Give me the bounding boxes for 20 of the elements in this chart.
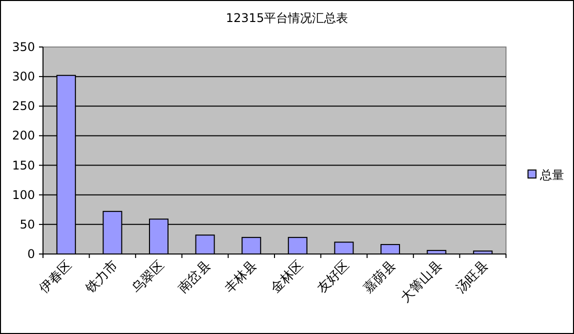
y-tick-label: 200 — [12, 128, 35, 143]
x-tick-label: 友好区 — [314, 258, 353, 296]
x-tick-label: 丰林县 — [222, 258, 260, 296]
y-tick-label: 100 — [12, 188, 35, 202]
y-tick-label: 250 — [12, 99, 35, 114]
x-tick-label: 铁力市 — [82, 258, 122, 298]
x-tick-label: 金林区 — [268, 258, 306, 296]
x-tick-label: 南岔县 — [176, 258, 214, 296]
x-tick-label: 伊春区 — [36, 258, 75, 296]
y-tick-label: 0 — [27, 247, 35, 261]
y-tick-label: 350 — [12, 40, 35, 54]
y-tick-label: 300 — [12, 70, 35, 84]
x-tick-label: 嘉荫县 — [360, 258, 400, 296]
y-tick-label: 150 — [12, 158, 35, 172]
legend-label: 总量 — [539, 168, 564, 182]
x-tick-label: 汤旺县 — [453, 258, 492, 296]
title: 12315平台情况汇总表 — [226, 11, 348, 25]
x-tick-label: 乌翠区 — [129, 258, 168, 296]
y-tick-label: 50 — [20, 217, 35, 232]
x-tick-label: 大箐山县 — [398, 258, 446, 306]
